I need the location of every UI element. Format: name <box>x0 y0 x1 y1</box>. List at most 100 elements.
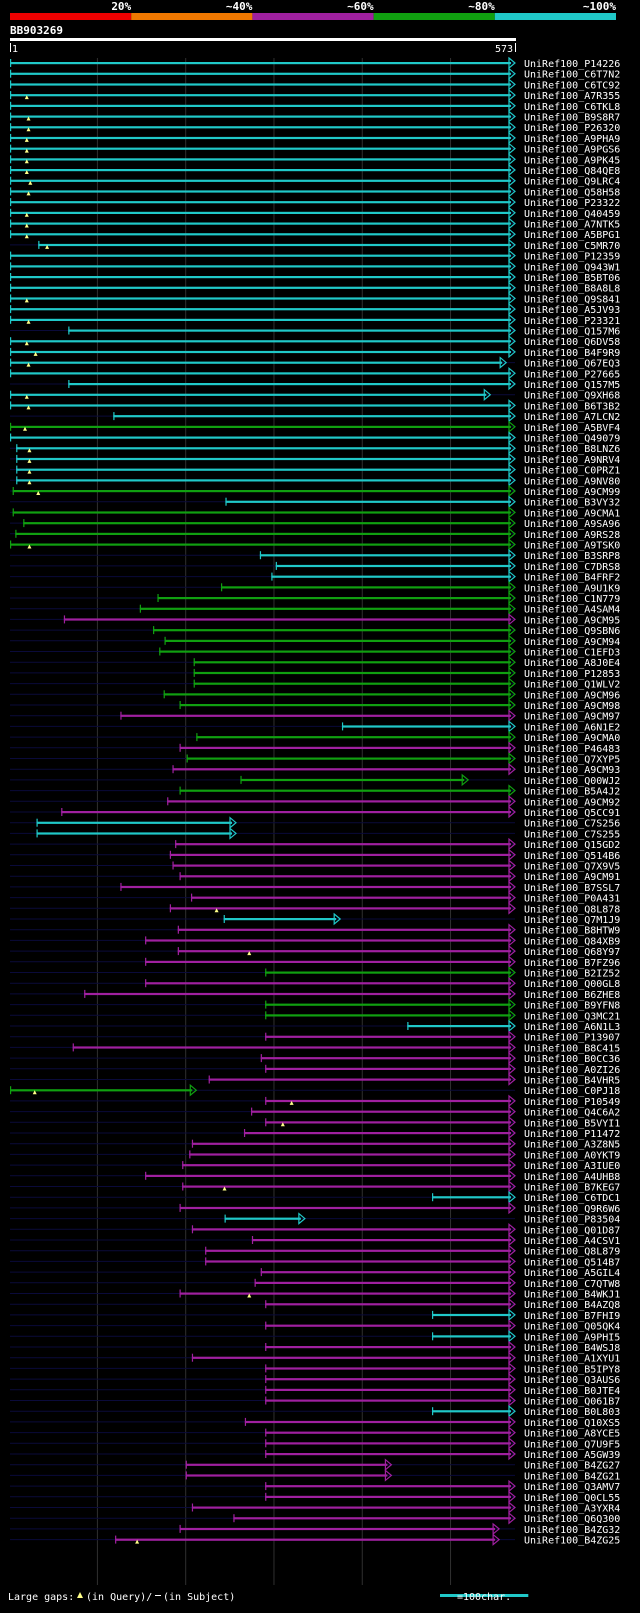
hit-label[interactable]: UniRef100_Q4C6A2 <box>524 1108 620 1119</box>
hit-row[interactable]: UniRef100_C1N779 <box>10 591 620 605</box>
hit-row[interactable]: UniRef100_P11472 <box>10 1126 620 1140</box>
hit-row[interactable]: UniRef100_B9S8R7 <box>10 110 620 124</box>
hit-row[interactable]: UniRef100_B4ZG21 <box>10 1469 620 1482</box>
hit-label[interactable]: UniRef100_A9CM96 <box>524 690 620 701</box>
hit-row[interactable]: UniRef100_A4UHB8 <box>10 1169 620 1183</box>
hit-row[interactable]: UniRef100_A9TSK0 <box>10 538 620 552</box>
hit-row[interactable]: UniRef100_Q4C6A2 <box>10 1105 620 1119</box>
hit-label[interactable]: UniRef100_Q9SBN6 <box>524 626 620 637</box>
hit-label[interactable]: UniRef100_A3Z8N5 <box>524 1140 620 1151</box>
hit-row[interactable]: UniRef100_B3SRP8 <box>10 548 620 562</box>
hit-label[interactable]: UniRef100_P13907 <box>524 1033 620 1044</box>
hit-label[interactable]: UniRef100_A9NV80 <box>524 476 620 487</box>
hit-label[interactable]: UniRef100_C1EFD3 <box>524 648 620 659</box>
hit-label[interactable]: UniRef100_B9S8R7 <box>524 113 620 124</box>
hit-row[interactable]: UniRef100_A6N1E2 <box>10 720 620 733</box>
hit-row[interactable]: UniRef100_Q3AMV7 <box>10 1479 620 1493</box>
hit-label[interactable]: UniRef100_B7KEG7 <box>524 1183 620 1194</box>
hit-row[interactable]: UniRef100_Q7U9F5 <box>10 1437 620 1450</box>
hit-label[interactable]: UniRef100_B3SRP8 <box>524 551 620 562</box>
hit-row[interactable]: UniRef100_Q157M6 <box>10 324 620 338</box>
hit-row[interactable]: UniRef100_B4ZG32 <box>10 1522 620 1536</box>
hit-row[interactable]: UniRef100_Q9S841 <box>10 292 620 305</box>
hit-row[interactable]: UniRef100_A9CM93 <box>10 762 620 776</box>
hit-label[interactable]: UniRef100_C6TDC1 <box>524 1193 620 1204</box>
hit-row[interactable]: UniRef100_A5GIL4 <box>10 1265 620 1279</box>
hit-row[interactable]: UniRef100_Q3AUS6 <box>10 1372 620 1386</box>
hit-label[interactable]: UniRef100_A6N1E2 <box>524 722 620 733</box>
hit-label[interactable]: UniRef100_A9CMA0 <box>524 733 620 744</box>
hit-label[interactable]: UniRef100_A9U1K9 <box>524 583 620 594</box>
hit-label[interactable]: UniRef100_Q9XH68 <box>524 391 620 402</box>
hit-row[interactable]: UniRef100_B7KEG7 <box>10 1180 620 1194</box>
hit-row[interactable]: UniRef100_B6T3B2 <box>10 399 620 412</box>
hit-label[interactable]: UniRef100_B5VYI1 <box>524 1118 620 1129</box>
hit-row[interactable]: UniRef100_Q84QE8 <box>10 163 620 177</box>
hit-label[interactable]: UniRef100_Q84QE8 <box>524 166 620 177</box>
hit-row[interactable]: UniRef100_C7S255 <box>10 827 620 840</box>
hit-row[interactable]: UniRef100_C5MR70 <box>10 238 620 252</box>
hit-row[interactable]: UniRef100_P23322 <box>10 195 620 209</box>
hit-label[interactable]: UniRef100_A5BVF4 <box>524 423 620 434</box>
hit-label[interactable]: UniRef100_A4UHB8 <box>524 1172 620 1183</box>
hit-row[interactable]: UniRef100_B8HTW9 <box>10 923 620 937</box>
hit-row[interactable]: UniRef100_B9YFN8 <box>10 998 620 1012</box>
hit-label[interactable]: UniRef100_P26320 <box>524 123 620 134</box>
hit-row[interactable]: UniRef100_A9CMA1 <box>10 506 620 519</box>
hit-label[interactable]: UniRef100_A9RS28 <box>524 530 620 541</box>
hit-label[interactable]: UniRef100_P12853 <box>524 669 620 680</box>
hit-label[interactable]: UniRef100_P46483 <box>524 744 620 755</box>
hit-label[interactable]: UniRef100_Q8L878 <box>524 904 620 915</box>
hit-label[interactable]: UniRef100_A9CM99 <box>524 487 620 498</box>
hit-row[interactable]: UniRef100_Q9XH68 <box>10 388 620 402</box>
hit-label[interactable]: UniRef100_Q10XS5 <box>524 1418 620 1429</box>
hit-row[interactable]: UniRef100_Q05QK4 <box>10 1319 620 1333</box>
hit-row[interactable]: UniRef100_A9CM97 <box>10 709 620 723</box>
hit-label[interactable]: UniRef100_C7DRS8 <box>524 562 620 573</box>
hit-row[interactable]: UniRef100_B7FZ96 <box>10 955 620 969</box>
hit-label[interactable]: UniRef100_B5A4J2 <box>524 787 620 798</box>
hit-label[interactable]: UniRef100_B2IZ52 <box>524 969 620 980</box>
hit-row[interactable]: UniRef100_B0CC36 <box>10 1051 620 1065</box>
hit-label[interactable]: UniRef100_C7QTW8 <box>524 1279 620 1290</box>
hit-label[interactable]: UniRef100_Q7XYP5 <box>524 755 620 766</box>
hit-row[interactable]: UniRef100_B5BT06 <box>10 270 620 284</box>
hit-row[interactable]: UniRef100_C0PJ18 <box>10 1083 620 1097</box>
hit-label[interactable]: UniRef100_B4WKJ1 <box>524 1290 620 1301</box>
hit-row[interactable]: UniRef100_B2IZ52 <box>10 966 620 980</box>
hit-label[interactable]: UniRef100_B4AZQ8 <box>524 1300 620 1311</box>
hit-row[interactable]: UniRef100_A9NRV4 <box>10 452 620 466</box>
hit-row[interactable]: UniRef100_A3IUE0 <box>10 1158 620 1172</box>
hit-label[interactable]: UniRef100_Q5CC91 <box>524 808 620 819</box>
hit-row[interactable]: UniRef100_A9NV80 <box>10 474 620 487</box>
hit-label[interactable]: UniRef100_A9PGS6 <box>524 145 620 156</box>
hit-label[interactable]: UniRef100_P14226 <box>524 59 620 70</box>
hit-label[interactable]: UniRef100_A8J0E4 <box>524 658 620 669</box>
hit-row[interactable]: UniRef100_Q6DV58 <box>10 334 620 348</box>
hit-label[interactable]: UniRef100_C6TC92 <box>524 80 620 91</box>
hit-row[interactable]: UniRef100_C6TDC1 <box>10 1190 620 1204</box>
hit-row[interactable]: UniRef100_A3YXR4 <box>10 1501 620 1515</box>
hit-row[interactable]: UniRef100_C7S256 <box>10 816 620 830</box>
hit-label[interactable]: UniRef100_P10549 <box>524 1097 620 1108</box>
hit-row[interactable]: UniRef100_Q1WLV2 <box>10 677 620 691</box>
hit-label[interactable]: UniRef100_B5IPY8 <box>524 1364 620 1375</box>
hit-label[interactable]: UniRef100_B4ZG21 <box>524 1471 620 1482</box>
hit-label[interactable]: UniRef100_A9CM92 <box>524 797 620 808</box>
hit-label[interactable]: UniRef100_B7FZ96 <box>524 958 620 969</box>
hit-label[interactable]: UniRef100_B7FHI9 <box>524 1311 620 1322</box>
hit-label[interactable]: UniRef100_B5BT06 <box>524 273 620 284</box>
hit-label[interactable]: UniRef100_Q7X9V5 <box>524 862 620 873</box>
hit-label[interactable]: UniRef100_P83504 <box>524 1215 620 1226</box>
hit-row[interactable]: UniRef100_B0JTE4 <box>10 1383 620 1397</box>
hit-row[interactable]: UniRef100_C7QTW8 <box>10 1276 620 1290</box>
hit-label[interactable]: UniRef100_P27665 <box>524 369 620 380</box>
hit-label[interactable]: UniRef100_B0L803 <box>524 1407 620 1418</box>
hit-row[interactable]: UniRef100_Q84XB9 <box>10 934 620 947</box>
hit-label[interactable]: UniRef100_B4F9R9 <box>524 348 620 359</box>
hit-row[interactable]: UniRef100_A7R355 <box>10 88 620 102</box>
hit-label[interactable]: UniRef100_Q3MC21 <box>524 1011 620 1022</box>
hit-row[interactable]: UniRef100_P13907 <box>10 1030 620 1044</box>
hit-row[interactable]: UniRef100_Q10XS5 <box>10 1415 620 1429</box>
hit-label[interactable]: UniRef100_A9PHI5 <box>524 1332 620 1343</box>
